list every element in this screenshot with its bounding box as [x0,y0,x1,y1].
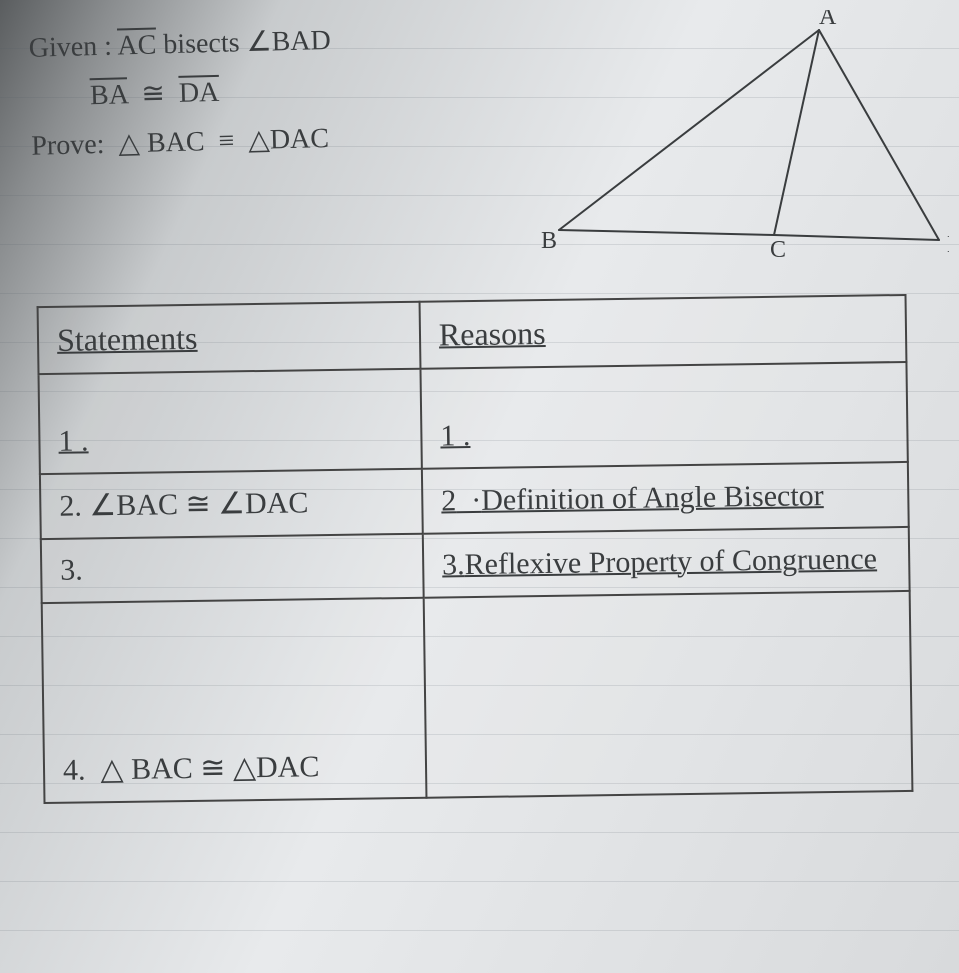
triangle-bac: BAC [131,752,193,786]
table-row: 4. BAC DAC [42,591,913,803]
prove-label: Prove: [31,128,105,161]
reason-text: Reflexive Property of Congruence [464,542,877,581]
svg-text:D: D [947,232,949,258]
triangle-dac: DAC [256,750,320,784]
triangle-diagram: A B C D [529,10,949,270]
congruent-symbol [200,752,226,785]
angle-bad: BAD [271,25,331,58]
row-num: 1 . [440,419,470,452]
segment-da: DA [178,77,219,109]
row-num: 2 [441,484,456,517]
svg-text:B: B [541,228,557,254]
congruent-symbol [185,488,211,521]
svg-text:C: C [770,237,786,263]
row-num: 1 . [58,424,88,457]
triangle-symbol [233,751,257,784]
reason-text: Definition of Angle Bisector [481,479,824,517]
reason-cell-2: 2 ·Definition of Angle Bisector [422,462,909,534]
triangle-symbol [248,124,270,156]
given-line-1: Given : AC bisects BAD [28,13,549,71]
statement-cell-4: 4. BAC DAC [42,598,427,803]
header-statements: Statements [38,302,421,374]
statement-cell-3: 3. [41,534,424,603]
prove-line: Prove: BAC ≡ DAC [31,111,552,169]
table-row: 3. 3.Reflexive Property of Congruence [41,527,910,603]
angle-dac: DAC [245,486,309,520]
header-reasons: Reasons [419,295,906,369]
row-num: 4. [63,753,86,786]
reason-cell-1: 1 . [420,362,907,469]
reason-cell-3: 3.Reflexive Property of Congruence [423,527,910,598]
angle-symbol [218,487,245,520]
given-line-2: BA DA [30,62,551,120]
row-num: 2. [59,489,82,522]
page: Given : AC bisects BAD BA DA Prove: BAC … [0,0,959,973]
given-prove-block: Given : AC bisects BAD BA DA Prove: BAC … [28,13,552,169]
segment-ac: AC [117,29,157,61]
row-num: 3. [60,553,83,586]
given-label: Given : [28,31,112,64]
segment-ba: BA [90,79,128,111]
reason-cell-4 [424,591,913,798]
table-header-row: Statements Reasons [38,295,907,374]
statement-cell-1: 1 . [39,369,422,474]
row-num: 3. [442,548,465,581]
svg-text:A: A [819,10,837,30]
statement-cell-2: 2. BAC DAC [40,469,423,539]
table-row: 1 . 1 . [39,362,908,474]
triangle-bac: BAC [147,126,205,158]
congruent-symbol [141,78,165,110]
angle-symbol [246,26,272,58]
angle-symbol [89,489,116,522]
given-line1-post: bisects [163,27,247,60]
table-row: 2. BAC DAC 2 ·Definition of Angle Bisect… [40,462,909,539]
triangle-symbol [100,753,124,786]
angle-bac: BAC [116,488,178,522]
proof-table: Statements Reasons 1 . 1 . 2. BAC DAC 2 … [37,294,914,804]
triangle-dac: DAC [269,123,329,156]
triangle-symbol [118,128,140,160]
